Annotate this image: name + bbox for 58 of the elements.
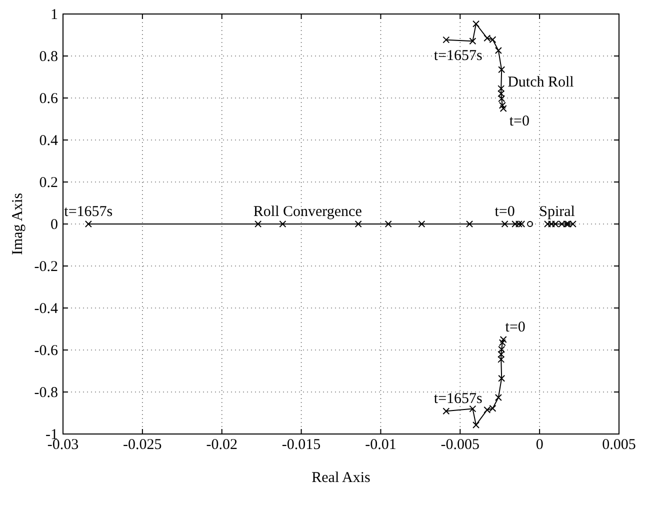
point [494,47,502,54]
point [498,95,506,102]
x-tick-label: -0.02 [206,437,238,453]
y-tick-label: -0.2 [34,259,58,275]
x-axis-title: Real Axis [312,470,371,486]
point [498,346,506,353]
x-tick-label: -0.015 [282,437,321,453]
point [498,85,505,92]
point [548,220,555,228]
point [469,405,476,412]
annotation: Dutch Roll [508,74,574,91]
point [469,38,476,45]
y-tick-label: 0.8 [39,49,58,65]
point [418,220,426,228]
point [498,356,505,363]
point [498,350,505,358]
point [500,105,507,112]
point [442,36,450,44]
point [494,394,502,401]
x-tick-label: -0.025 [123,437,162,453]
y-tick-label: -0.6 [34,343,58,359]
point [254,220,262,228]
annotation: Roll Convergence [253,204,362,220]
point [498,374,506,382]
x-tick-label: -0.01 [365,437,396,453]
point [498,102,506,109]
annotation: t=0 [505,320,526,336]
annotation: t=1657s [64,204,113,220]
point [472,421,480,428]
point [354,220,362,228]
y-tick-label: 1 [50,7,58,23]
point [498,90,505,98]
y-tick-label: 0.6 [39,91,58,107]
y-tick-label: 0.2 [39,175,58,191]
annotation: Spiral [539,204,575,220]
y-tick-label: 0.4 [39,133,58,149]
y-tick-label: 0 [50,217,58,233]
point [466,220,474,228]
point [279,220,286,228]
x-tick-label: 0.005 [602,437,636,453]
point [498,66,506,74]
point [84,220,92,228]
y-tick-label: -0.8 [34,385,58,401]
point [501,220,508,228]
point [472,20,480,28]
y-tick-label: -0.4 [34,301,58,317]
x-tick-label: -0.005 [440,437,480,453]
y-axis-title: Imag Axis [10,192,26,256]
point [527,221,534,227]
point [500,336,507,343]
x-tick-label: 0 [536,437,544,453]
point [515,220,522,228]
annotation: t=0 [509,114,530,130]
annotation: t=1657s [434,391,483,408]
point [384,220,392,228]
annotation: t=1657s [434,48,483,64]
annotation: t=0 [494,204,515,220]
point [442,408,450,415]
